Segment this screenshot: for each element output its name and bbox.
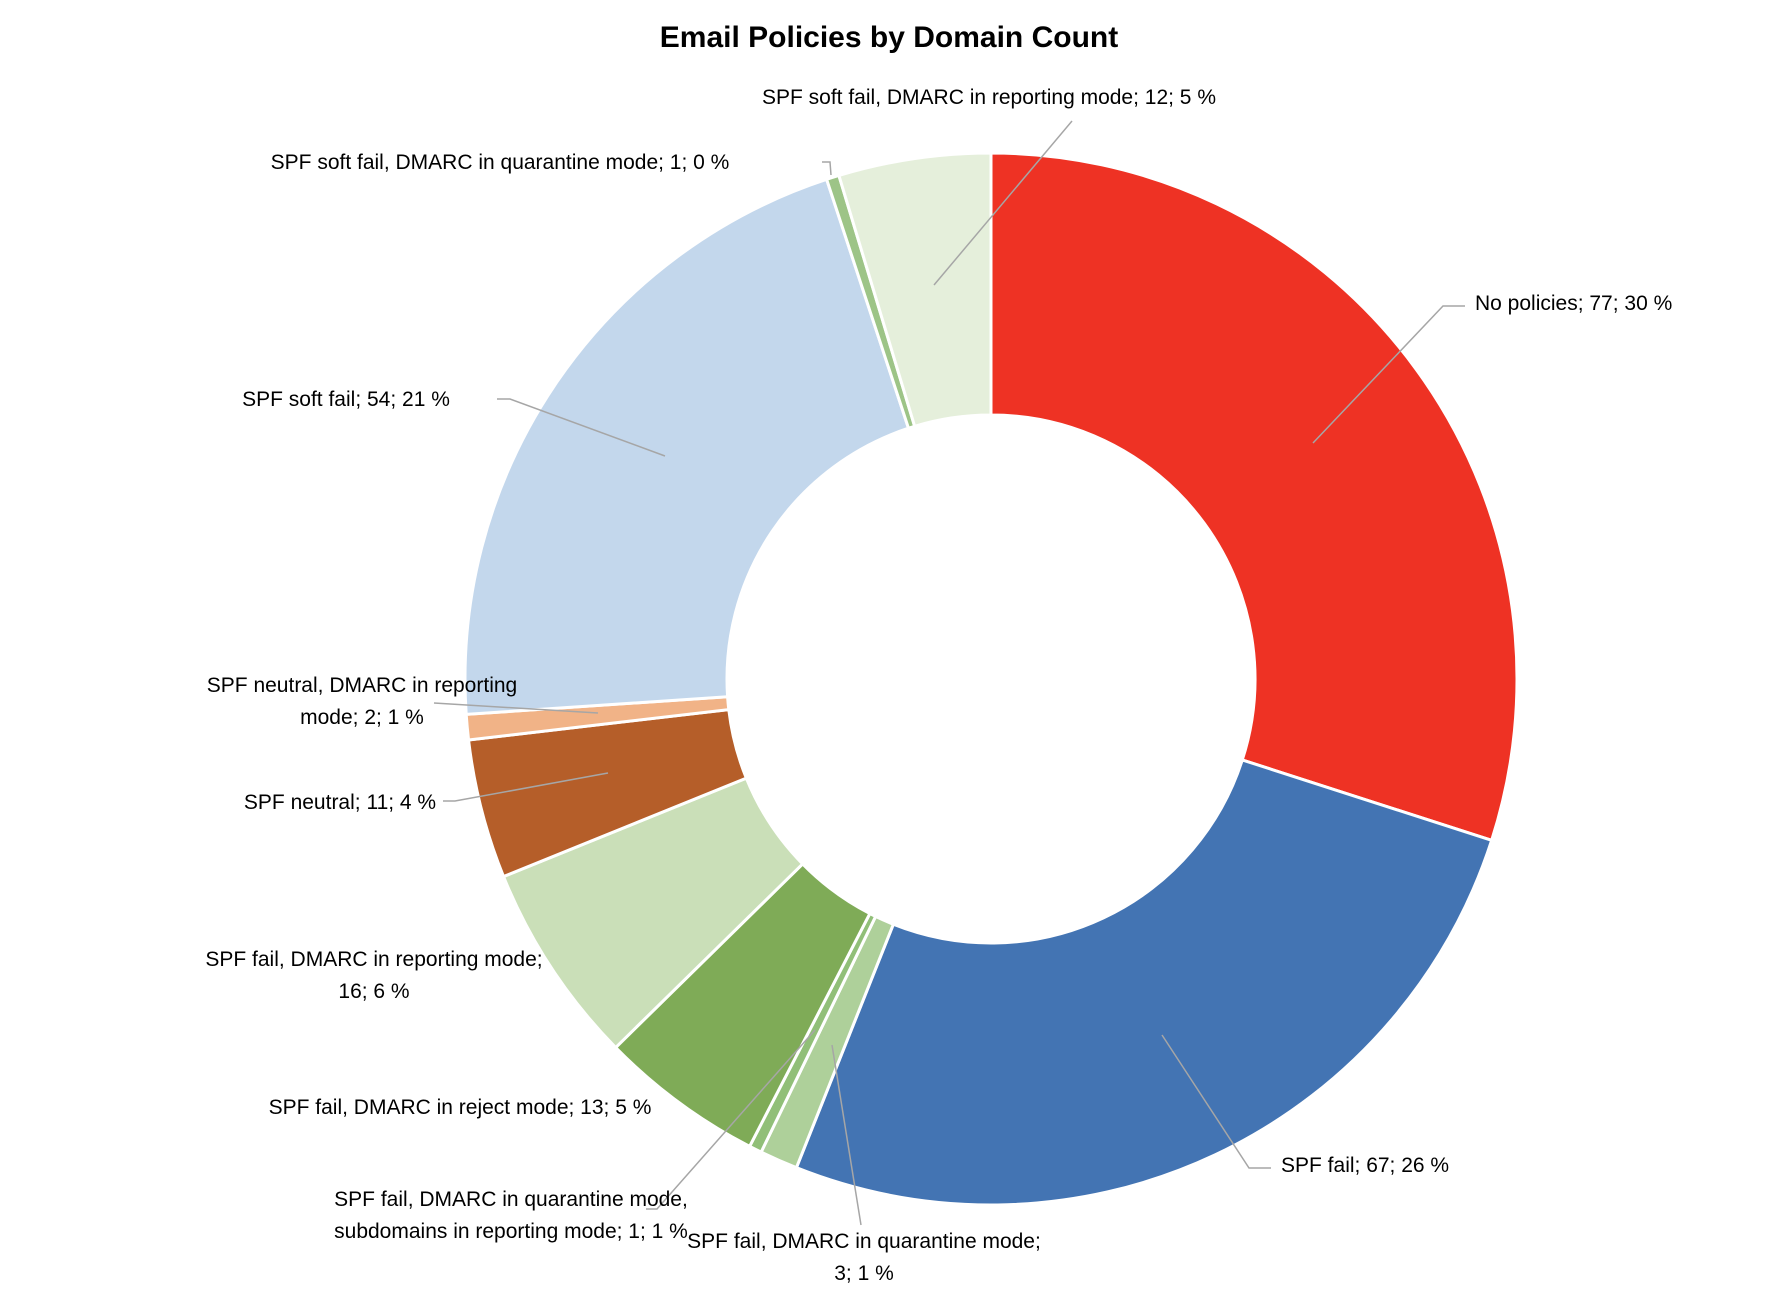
data-labels-layer: No policies; 77; 30 % SPF fail; 67; 26 % S… bbox=[205, 86, 1672, 1285]
data-label-3: SPF fail, DMARC in quarantine mode; 3; 1 … bbox=[687, 1230, 1041, 1285]
data-label-line: SPF fail, DMARC in quarantine mode; bbox=[687, 1230, 1041, 1253]
data-label-line: SPF soft fail, DMARC in reporting mode; … bbox=[762, 86, 1216, 109]
leader-line-8 bbox=[433, 702, 599, 714]
data-label-5: SPF fail, DMARC in reject mode; 13; 5 % bbox=[269, 1096, 652, 1119]
slice-11 bbox=[837, 151, 993, 429]
leader-line-10 bbox=[822, 161, 832, 176]
data-label-line: SPF soft fail, DMARC in quarantine mode;… bbox=[271, 151, 730, 174]
data-label-line: SPF soft fail; 54; 21 % bbox=[242, 388, 450, 411]
data-label-11: SPF soft fail, DMARC in reporting mode; … bbox=[762, 86, 1216, 109]
data-label-line: SPF fail; 67; 26 % bbox=[1281, 1154, 1449, 1177]
data-label-line: subdomains in reporting mode; 1; 1 % bbox=[334, 1220, 688, 1243]
slice-9 bbox=[463, 177, 911, 716]
data-label-4: SPF fail, DMARC in quarantine mode, subdo… bbox=[334, 1188, 688, 1243]
data-label-line: No policies; 77; 30 % bbox=[1475, 292, 1672, 315]
leader-line-7 bbox=[443, 772, 609, 802]
slice-2 bbox=[794, 758, 1494, 1207]
leader-line-11 bbox=[933, 120, 1073, 286]
data-label-6: SPF fail, DMARC in reporting mode; 16; 6 … bbox=[205, 948, 542, 1003]
data-label-line: mode; 2; 1 % bbox=[300, 706, 424, 729]
data-label-line: SPF fail, DMARC in reporting mode; bbox=[205, 948, 542, 971]
leader-line-9 bbox=[497, 398, 666, 457]
data-label-line: SPF fail, DMARC in reject mode; 13; 5 % bbox=[269, 1096, 652, 1119]
leader-line-2 bbox=[1161, 1034, 1271, 1169]
leader-lines-layer bbox=[433, 120, 1465, 1226]
slices-layer bbox=[463, 151, 1519, 1207]
data-label-line: SPF fail, DMARC in quarantine mode, bbox=[334, 1188, 688, 1211]
leader-line-3 bbox=[831, 1044, 862, 1226]
data-label-8: SPF neutral, DMARC in reporting mode; 2; … bbox=[207, 674, 517, 729]
chart-title: Email Policies by Domain Count bbox=[660, 21, 1118, 54]
leader-line-1 bbox=[1312, 305, 1465, 444]
data-label-1: No policies; 77; 30 % bbox=[1475, 292, 1672, 315]
data-label-7: SPF neutral; 11; 4 % bbox=[244, 791, 436, 814]
data-label-line: 16; 6 % bbox=[338, 980, 409, 1003]
data-label-10: SPF soft fail, DMARC in quarantine mode;… bbox=[271, 151, 730, 174]
data-label-line: SPF neutral; 11; 4 % bbox=[244, 791, 436, 814]
data-label-2: SPF fail; 67; 26 % bbox=[1281, 1154, 1449, 1177]
data-label-line: SPF neutral, DMARC in reporting bbox=[207, 674, 517, 697]
slice-1 bbox=[989, 151, 1519, 843]
data-label-line: 3; 1 % bbox=[834, 1262, 894, 1285]
data-label-9: SPF soft fail; 54; 21 % bbox=[242, 388, 450, 411]
leader-line-4 bbox=[646, 1029, 816, 1210]
